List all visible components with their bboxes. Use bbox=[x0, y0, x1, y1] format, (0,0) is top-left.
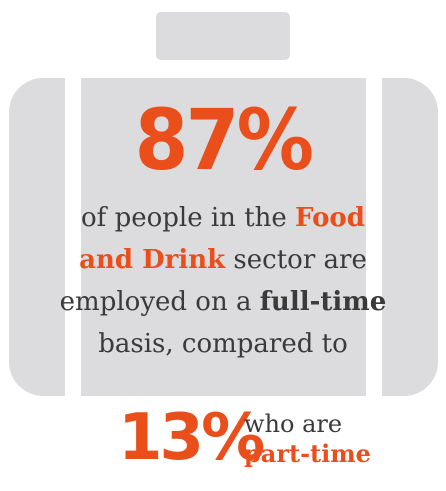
suitcase-handle bbox=[156, 12, 290, 60]
headline-line-3: employed on a full-time bbox=[0, 282, 446, 322]
who-are-label: who are bbox=[244, 410, 343, 438]
headline-text: of people in the bbox=[81, 203, 296, 233]
headline-text: sector are bbox=[225, 245, 367, 275]
full-time-percentage: 87% bbox=[134, 91, 314, 189]
headline-line-1: of people in the Food bbox=[0, 198, 446, 238]
part-time-label: part-time bbox=[244, 439, 371, 468]
suitcase-strap-right bbox=[366, 78, 382, 396]
sector-name-part-1: Food bbox=[295, 203, 365, 233]
headline-line-2: and Drink sector are bbox=[0, 240, 446, 280]
headline-text: employed on a bbox=[59, 287, 260, 317]
sector-name-part-2: and Drink bbox=[79, 245, 226, 275]
full-time-label: full-time bbox=[259, 287, 387, 317]
part-time-percentage: 13% bbox=[118, 401, 265, 475]
headline-line-4: basis, compared to bbox=[98, 329, 348, 359]
suitcase-strap-left bbox=[65, 78, 81, 396]
